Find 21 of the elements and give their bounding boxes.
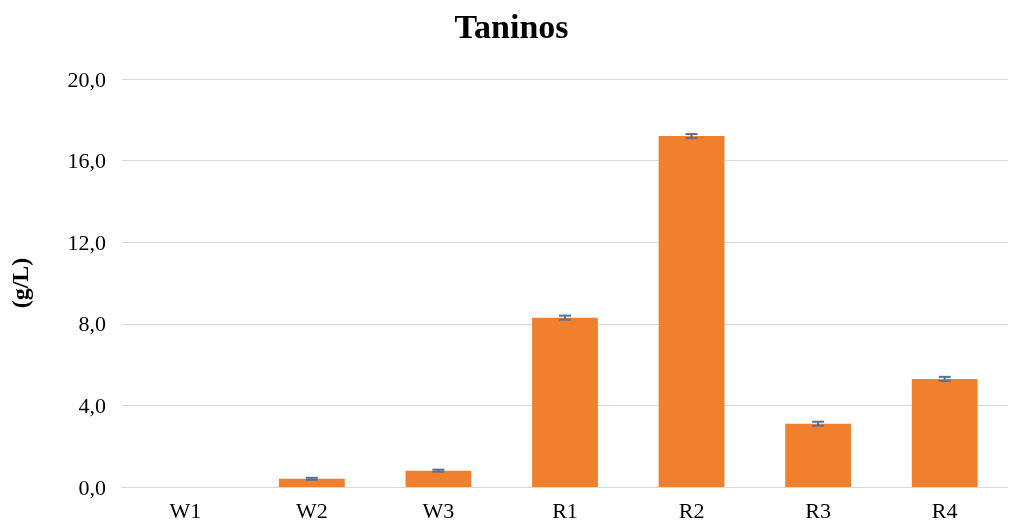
- x-tick-label: W2: [295, 497, 328, 523]
- y-axis-title: (g/L): [7, 257, 33, 309]
- x-tick-label: R2: [678, 497, 705, 523]
- x-tick-label: R4: [931, 497, 958, 523]
- bar: [532, 317, 598, 487]
- x-tick-label: R1: [552, 497, 578, 523]
- y-tick-label: 4,0: [78, 392, 106, 418]
- chart-title: Taninos: [454, 7, 569, 45]
- y-tick-label: 16,0: [67, 148, 106, 174]
- y-tick-label: 0,0: [78, 474, 106, 500]
- bar: [658, 136, 725, 487]
- bar: [278, 478, 345, 487]
- y-tick-label: 20,0: [67, 66, 106, 92]
- bar: [785, 423, 852, 487]
- x-tick-label: W3: [422, 497, 455, 523]
- x-tick-label: R3: [805, 497, 831, 523]
- bar: [405, 470, 472, 487]
- x-tick-label: W1: [169, 497, 202, 523]
- y-tick-label: 8,0: [78, 311, 106, 337]
- y-tick-label: 12,0: [67, 229, 106, 255]
- bar: [911, 378, 978, 487]
